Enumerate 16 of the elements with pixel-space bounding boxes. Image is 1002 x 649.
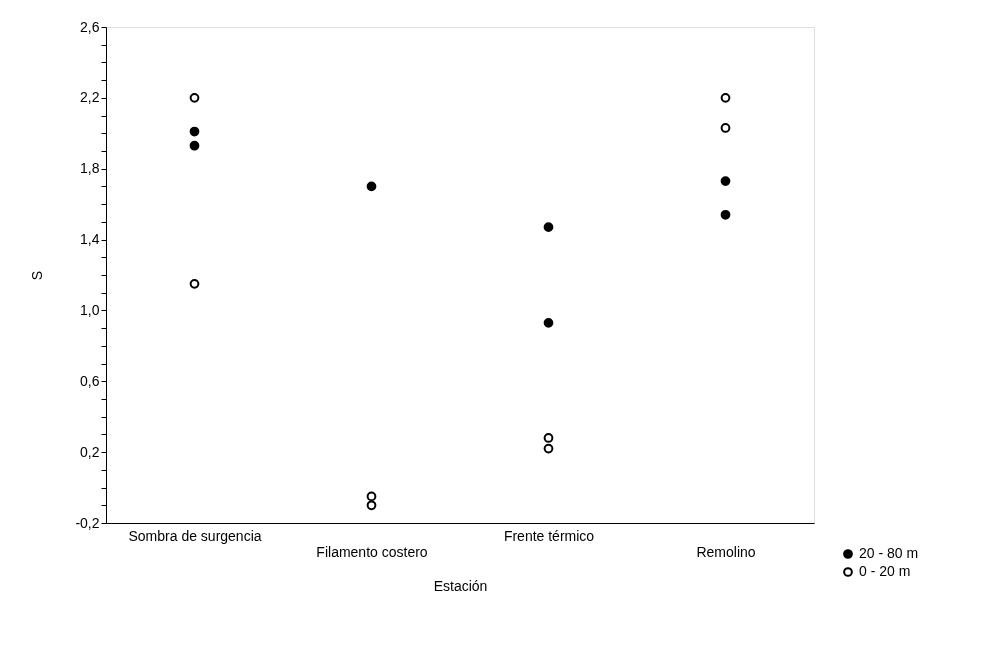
y-tick-label: 0,6 <box>80 372 100 389</box>
y-tick-label: 1,8 <box>80 160 100 177</box>
y-axis-title: S <box>29 270 46 281</box>
y-tick-label: -0,2 <box>75 514 100 531</box>
x-tick-label: Remolino <box>696 543 756 560</box>
x-tick-label: Filamento costero <box>316 543 428 560</box>
x-tick-label: Frente térmico <box>503 527 595 544</box>
y-tick-label: 1,0 <box>80 301 100 318</box>
y-tick-label: 2,2 <box>80 89 100 106</box>
x-tick-label: Sombra de surgencia <box>128 527 262 544</box>
y-tick-label: 2,6 <box>80 18 100 35</box>
y-tick-label: 0,2 <box>80 443 100 460</box>
y-tick-label: 1,4 <box>80 231 100 248</box>
legend-label: 0 - 20 m <box>859 563 911 579</box>
x-axis-title: Estación <box>433 577 488 594</box>
legend-label: 20 - 80 m <box>859 545 919 561</box>
